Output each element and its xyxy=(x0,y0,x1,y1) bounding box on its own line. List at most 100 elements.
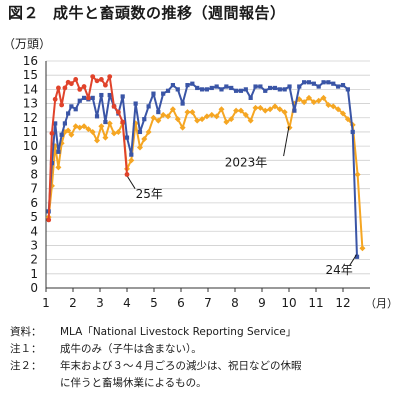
note-key: 注１： xyxy=(10,343,42,355)
data-point xyxy=(301,99,308,106)
data-point xyxy=(98,77,104,82)
data-point xyxy=(272,85,278,91)
data-point xyxy=(282,87,287,92)
data-point xyxy=(73,77,79,82)
data-point xyxy=(137,129,143,135)
figure-number: 図２ xyxy=(8,4,40,22)
series-line xyxy=(47,81,358,257)
data-point xyxy=(345,87,350,92)
note-2: 注２： 年末および３～４月ごろの減少は、祝日などの休暇 xyxy=(10,358,302,375)
data-point xyxy=(49,130,55,136)
data-point xyxy=(335,106,342,113)
x-tick-label: 9 xyxy=(258,296,266,310)
data-point xyxy=(320,94,327,101)
data-point xyxy=(195,85,200,91)
data-point xyxy=(204,87,210,92)
y-tick-label: 4 xyxy=(30,224,38,238)
data-point xyxy=(203,113,210,120)
data-point xyxy=(129,152,134,157)
data-point xyxy=(99,92,104,98)
data-point xyxy=(340,83,346,88)
data-point xyxy=(287,84,292,89)
data-point xyxy=(120,94,125,99)
data-point xyxy=(190,81,195,86)
data-point xyxy=(310,99,317,106)
data-point xyxy=(94,114,100,119)
data-point xyxy=(242,111,249,118)
data-point xyxy=(160,111,167,118)
data-point xyxy=(90,95,95,100)
data-point xyxy=(219,87,224,92)
x-tick-label: 2 xyxy=(69,296,77,310)
series-group xyxy=(45,74,366,259)
y-tick-label: 11 xyxy=(23,125,38,139)
series-label-24: 24年 xyxy=(325,263,352,277)
data-point xyxy=(81,123,88,130)
data-point xyxy=(180,101,185,106)
data-point xyxy=(218,106,225,113)
data-point xyxy=(209,85,214,91)
x-tick-label: 6 xyxy=(177,296,185,310)
data-point xyxy=(145,128,152,135)
y-tick-label: 2 xyxy=(30,253,38,267)
data-point xyxy=(262,107,269,114)
figure-title-text: 成牛と畜頭数の推移（週間報告） xyxy=(53,4,286,22)
data-point xyxy=(281,109,288,116)
data-point xyxy=(271,103,278,110)
x-tick-label: 5 xyxy=(150,296,158,310)
note-source: 資料： MLA「National Livestock Reporting Ser… xyxy=(10,324,302,341)
data-point xyxy=(128,157,135,164)
y-tick-label: 10 xyxy=(23,139,38,153)
data-point xyxy=(103,119,108,125)
data-point xyxy=(331,81,336,86)
y-tick-label: 14 xyxy=(23,82,38,96)
x-tick-label: 11 xyxy=(308,296,323,310)
data-point xyxy=(107,92,112,98)
data-point xyxy=(336,84,341,89)
note-key: 資料： xyxy=(10,326,42,338)
data-point xyxy=(321,80,326,85)
data-point xyxy=(52,96,58,102)
data-point xyxy=(142,117,147,122)
y-tick-label: 12 xyxy=(23,111,38,125)
data-point xyxy=(258,84,263,89)
data-point xyxy=(252,104,259,111)
data-point xyxy=(155,117,162,124)
x-tick-label: 10 xyxy=(281,296,296,310)
data-point xyxy=(194,117,201,124)
x-tick-label: 3 xyxy=(96,296,104,310)
y-tick-label: 16 xyxy=(23,54,38,68)
data-point xyxy=(354,171,361,178)
data-point xyxy=(267,106,274,113)
data-point xyxy=(68,131,75,138)
data-point xyxy=(111,104,117,109)
data-point xyxy=(170,83,175,88)
data-point xyxy=(228,116,235,123)
data-point xyxy=(124,135,130,140)
x-tick-label: 7 xyxy=(204,296,212,310)
data-point xyxy=(233,88,239,93)
data-point xyxy=(253,84,258,89)
data-point xyxy=(354,254,360,259)
data-point xyxy=(311,81,316,86)
data-point xyxy=(165,113,172,120)
x-tick-label: 4 xyxy=(123,296,131,310)
data-point xyxy=(56,149,61,154)
data-point xyxy=(98,123,105,130)
data-point xyxy=(277,87,282,92)
data-point xyxy=(49,161,55,166)
x-tick-label: 1 xyxy=(42,296,50,310)
data-point xyxy=(199,116,206,123)
data-point xyxy=(124,172,130,177)
footnotes: 資料： MLA「National Livestock Reporting Ser… xyxy=(10,324,302,392)
label-leader-2023 xyxy=(283,126,290,157)
data-point xyxy=(81,84,87,89)
data-point xyxy=(223,119,230,126)
data-point xyxy=(141,136,148,143)
data-point xyxy=(94,78,100,84)
data-point xyxy=(146,104,151,109)
label-leader-25 xyxy=(127,176,136,189)
data-point xyxy=(46,217,52,223)
data-point xyxy=(189,109,196,116)
data-point xyxy=(175,87,180,92)
